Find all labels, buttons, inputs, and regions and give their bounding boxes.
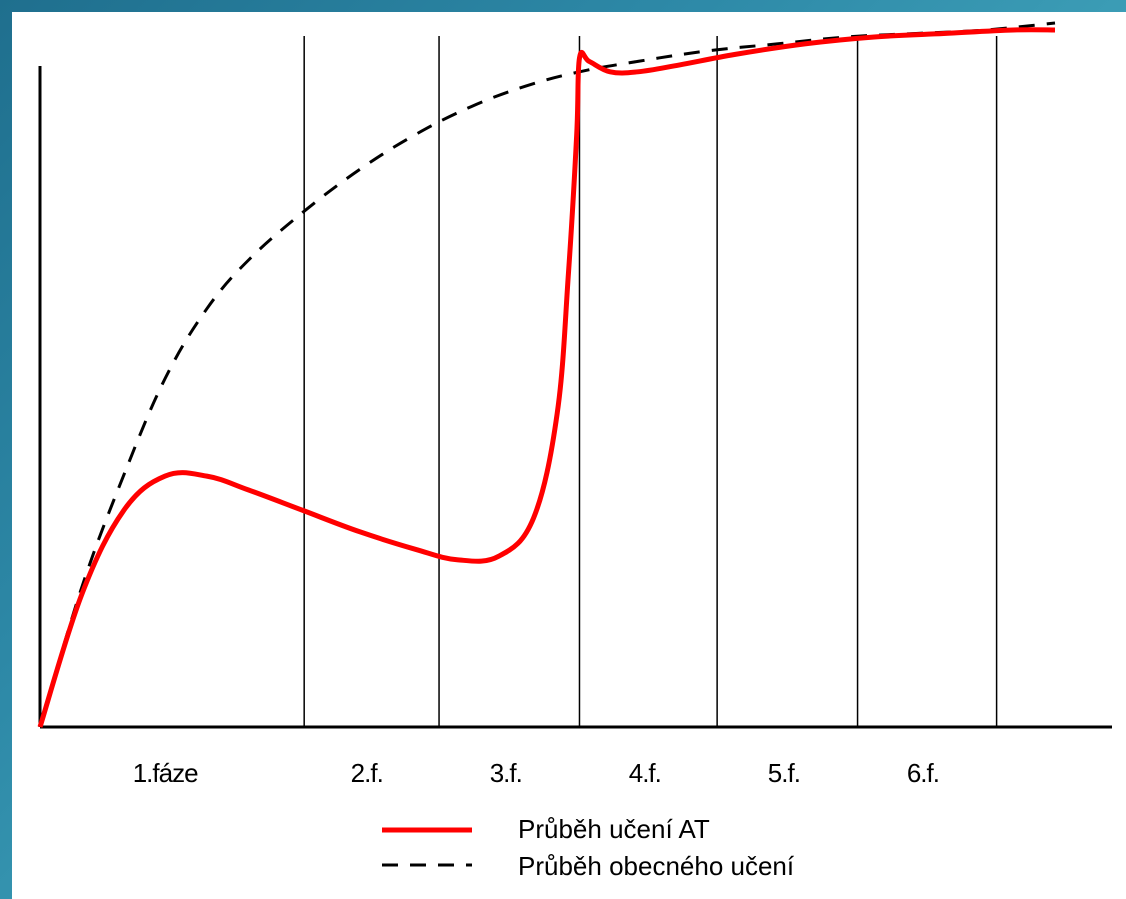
series-layer <box>37 21 1056 728</box>
legend-label-general: Průběh obecného učení <box>518 851 795 881</box>
phase-label-6: 6.f. <box>907 758 939 788</box>
legend-label-at: Průběh učení AT <box>518 814 710 844</box>
chart-panel <box>12 12 1126 899</box>
chart-legend: Průběh učení AT Průběh obecného učení <box>382 814 795 881</box>
phase-dividers <box>303 36 998 727</box>
phase-label-2: 2.f. <box>351 758 383 788</box>
series-line-at <box>37 27 1056 728</box>
phase-labels: 1.fáze 2.f. 3.f. 4.f. 5.f. 6.f. <box>133 758 940 788</box>
phase-label-3: 3.f. <box>490 758 522 788</box>
phase-label-4: 4.f. <box>629 758 661 788</box>
series-line-general <box>38 21 1056 728</box>
chart-axes <box>38 66 1112 729</box>
phase-label-1: 1.fáze <box>133 758 198 788</box>
phase-label-5: 5.f. <box>768 758 800 788</box>
